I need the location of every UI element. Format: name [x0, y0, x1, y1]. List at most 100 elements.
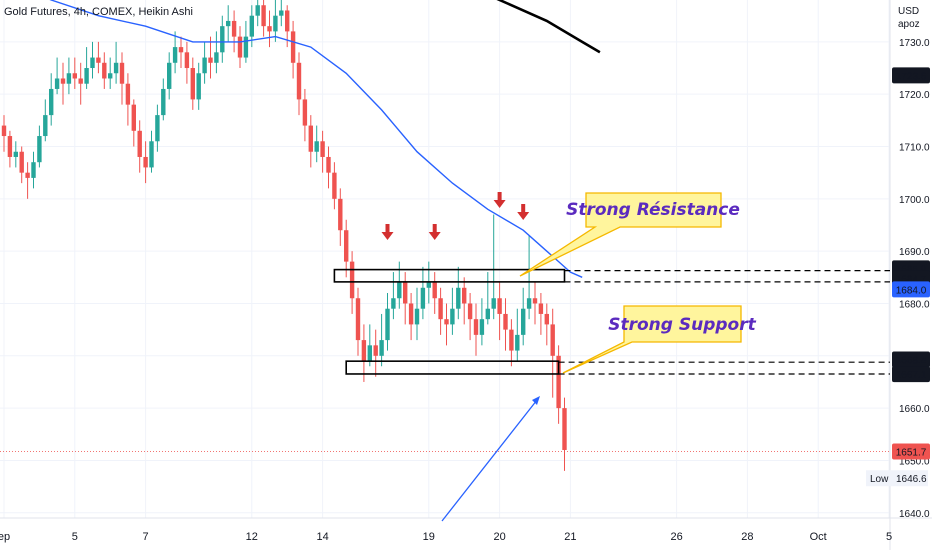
candle-body — [379, 340, 384, 356]
candles-group — [1, 0, 567, 471]
candle-body — [391, 298, 396, 309]
candle-body — [397, 282, 402, 299]
down-arrow-icon — [381, 224, 394, 240]
down-arrow-icon — [428, 224, 441, 240]
candle-body — [131, 104, 136, 131]
support-callout-text: Strong Support — [608, 315, 756, 335]
candle-body — [462, 287, 467, 304]
candle-body — [556, 355, 561, 409]
y-tick-label: 1660.0 — [899, 404, 930, 415]
candle-body — [485, 308, 490, 320]
candle-body — [308, 125, 313, 152]
price-tag-moving-average-bg — [892, 281, 930, 298]
y-tick-label: 1700.0 — [899, 195, 930, 206]
down-arrow-icon — [517, 204, 530, 220]
support-zone-box — [345, 360, 560, 375]
candle-body — [243, 36, 249, 58]
candle-body — [108, 73, 113, 79]
candle-body — [562, 408, 567, 450]
y-tick-label: 1720.0 — [899, 90, 930, 101]
low-value-text: 1646.6 — [896, 474, 927, 485]
candle-body — [314, 141, 319, 152]
candle-body — [285, 10, 290, 32]
x-tick-label: 12 — [246, 531, 258, 543]
moving-average-blue — [49, 0, 583, 278]
candle-body — [367, 345, 372, 362]
y-tick-label: 1650.0 — [899, 456, 930, 467]
candle-body — [155, 115, 160, 142]
price-tag-moving-average: 1684.0 — [892, 281, 930, 298]
price-tag-current: 1651.7 — [892, 443, 930, 460]
candle-body — [190, 68, 195, 100]
price-tag-current-bg — [892, 443, 930, 460]
candle-body — [214, 52, 219, 63]
candle-body — [479, 319, 485, 335]
candle-body — [338, 198, 343, 231]
price-tag-support-lower-text: 1667.1 — [896, 370, 927, 381]
candle-body — [497, 298, 502, 314]
candle-body — [43, 115, 48, 137]
candle-body — [226, 20, 231, 27]
candle-body — [143, 156, 148, 168]
y-tick-label: 1680.0 — [899, 299, 930, 310]
candle-body — [361, 340, 367, 362]
price-tag-support-upper: 1668.4 — [892, 351, 930, 368]
candle-body — [532, 298, 538, 304]
candle-body — [491, 298, 496, 309]
blue-arrow-head-icon — [532, 396, 540, 405]
price-tag-resistance-upper-text: 1685.9 — [896, 264, 927, 275]
price-tag-top: 1723.6 — [892, 67, 930, 84]
candle-body — [37, 136, 42, 163]
candle-body — [119, 62, 125, 84]
candle-body — [273, 15, 278, 32]
candle-body — [385, 308, 390, 341]
support-callout-bubble — [562, 305, 742, 374]
price-tag-top-bg — [892, 67, 930, 84]
price-tag-support-lower-bg — [892, 366, 930, 383]
x-tick-label: 14 — [316, 531, 328, 543]
price-tag-support-upper-bg — [892, 351, 930, 368]
price-tag-top-text: 1723.6 — [896, 71, 927, 82]
price-tag-support-lower: 1667.1 — [892, 366, 930, 383]
candle-body — [208, 57, 213, 63]
x-tick-label: ep — [0, 531, 10, 543]
candle-body — [544, 313, 549, 325]
unit-label: apoz — [898, 19, 920, 30]
y-tick-label: 1710.0 — [899, 143, 930, 154]
price-axis-header: USD apoz — [898, 6, 932, 30]
price-tag-moving-average-text: 1684.0 — [896, 285, 927, 296]
candle-body — [96, 57, 101, 63]
candle-body — [149, 141, 154, 168]
y-tick-label: 1730.0 — [899, 38, 930, 49]
x-tick-label: 19 — [423, 531, 435, 543]
resistance-zone-box — [333, 268, 566, 283]
low-label-bg — [866, 470, 928, 487]
candle-body — [72, 73, 77, 79]
candle-body — [355, 298, 361, 341]
candle-body — [521, 308, 526, 335]
candle-body — [450, 308, 455, 325]
currency-label: USD — [898, 6, 920, 17]
candle-body — [125, 83, 131, 105]
candle-body — [509, 329, 514, 351]
candle-body — [326, 156, 331, 173]
candle-body — [113, 62, 119, 74]
candle-body — [426, 282, 431, 288]
candle-body — [296, 62, 302, 100]
candle-body — [290, 31, 296, 63]
blue-arrow-line — [441, 399, 538, 522]
candle-body — [267, 26, 272, 32]
candle-body — [90, 57, 95, 69]
candle-body — [1, 125, 7, 137]
x-tick-label: 20 — [493, 531, 505, 543]
moving-average-black — [496, 0, 601, 54]
candle-body — [538, 303, 544, 314]
x-tick-label: 5 — [72, 531, 78, 543]
candle-body — [344, 230, 349, 262]
candle-body — [438, 298, 443, 320]
candle-body — [102, 62, 107, 79]
down-arrow-icon — [493, 192, 506, 208]
candle-body — [220, 26, 225, 53]
